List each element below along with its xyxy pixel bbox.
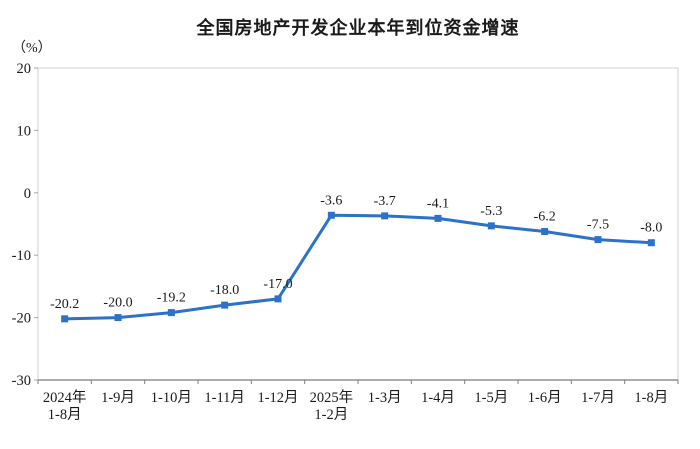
data-label: -20.2 (50, 297, 79, 312)
plot-border (37, 67, 679, 381)
data-point-marker (327, 211, 335, 219)
x-tick-label: 2024年 (43, 389, 87, 406)
data-label: -7.5 (587, 218, 609, 233)
data-point-marker (114, 314, 122, 322)
data-label: -20.0 (103, 296, 132, 311)
x-tick-label: 2025年 (310, 389, 354, 406)
data-point-marker (381, 212, 389, 220)
data-point-marker (167, 309, 175, 317)
x-tick-label: 1-12月 (257, 390, 298, 406)
data-label: -6.2 (534, 209, 556, 224)
x-tick-label: 1-5月 (474, 390, 508, 406)
y-tick-label: -20 (12, 311, 31, 327)
data-label: -18.0 (210, 283, 239, 298)
y-tick-label: -30 (12, 373, 31, 389)
data-label: -19.2 (157, 291, 186, 306)
x-tick-label: 1-6月 (528, 390, 562, 406)
data-point-marker (541, 227, 549, 235)
x-tick-label: 1-2月 (314, 407, 348, 423)
y-axis-unit-label: （%） (12, 41, 52, 56)
x-tick-label: 1-7月 (581, 390, 615, 406)
y-tick-label: 0 (24, 186, 31, 202)
series-line (63, 213, 653, 321)
x-tick-label: 1-11月 (204, 390, 245, 406)
data-label: -3.7 (374, 194, 396, 209)
data-label: -5.3 (480, 204, 502, 219)
data-point-marker (647, 239, 655, 247)
y-tick-label: -10 (12, 248, 31, 264)
data-label: -17.0 (263, 277, 292, 292)
data-label: -8.0 (640, 221, 662, 236)
data-label: -3.6 (320, 193, 342, 208)
y-tick-label: 20 (17, 61, 32, 77)
data-label: -4.1 (427, 196, 449, 211)
x-tick-label: 1-4月 (421, 390, 455, 406)
data-point-marker (434, 214, 442, 222)
data-point-marker (274, 295, 282, 303)
x-tick-label: 1-8月 (48, 407, 82, 423)
data-point-marker (487, 222, 495, 230)
chart-title: 全国房地产开发企业本年到位资金增速 (196, 18, 520, 38)
data-point-marker (221, 301, 229, 309)
x-tick-label: 1-9月 (101, 390, 135, 406)
y-tick-label: 10 (17, 123, 32, 139)
x-tick-label: 1-10月 (151, 390, 192, 406)
x-tick-label: 1-8月 (634, 390, 668, 406)
data-point-marker (594, 236, 602, 244)
data-point-marker (61, 315, 69, 323)
x-tick-label: 1-3月 (368, 390, 402, 406)
